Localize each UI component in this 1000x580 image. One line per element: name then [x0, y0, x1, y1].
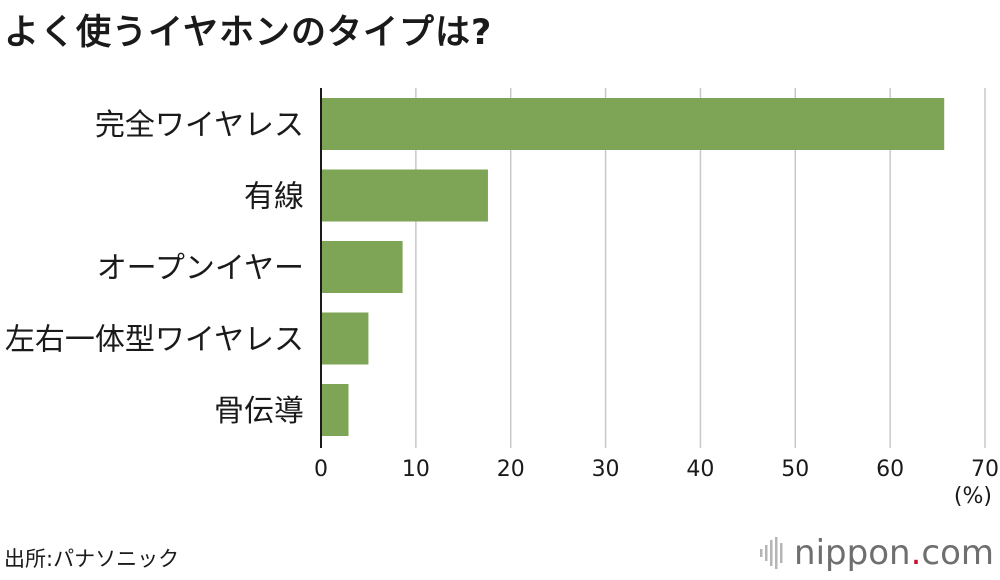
tick-labels: 0 10 20 30 40 50 60 70 — [314, 457, 999, 482]
bar — [321, 98, 945, 150]
source-note: 出所:パナソニック — [4, 547, 180, 571]
x-tick-label: 40 — [686, 457, 714, 482]
bar — [321, 312, 369, 365]
chart-title: よく使うイヤホンのタイプは? — [4, 13, 493, 53]
x-tick-label: 70 — [971, 457, 999, 482]
x-tick-label: 50 — [781, 457, 809, 482]
logo-suffix: com — [921, 533, 994, 573]
logo-name: nippon — [794, 533, 911, 573]
x-tick-label: 20 — [497, 457, 525, 482]
nippon-logo-mark-icon — [760, 537, 783, 569]
logo-dot: . — [910, 533, 922, 573]
nippon-logo: nippon. com — [760, 533, 994, 573]
category-label: オープンイヤー — [97, 251, 304, 286]
bars — [321, 98, 945, 436]
x-tick-label: 10 — [402, 457, 430, 482]
x-axis-unit: (%) — [953, 484, 992, 509]
category-label: 有線 — [244, 180, 304, 215]
x-tick-label: 30 — [592, 457, 620, 482]
x-tick-label: 0 — [314, 457, 328, 482]
bar — [321, 169, 488, 222]
category-label: 完全ワイヤレス — [95, 108, 304, 143]
x-tick-label: 60 — [876, 457, 904, 482]
category-label: 骨伝導 — [214, 394, 304, 429]
category-label: 左右一体型ワイヤレス — [5, 323, 304, 358]
bar — [321, 241, 403, 293]
bar — [321, 384, 349, 436]
